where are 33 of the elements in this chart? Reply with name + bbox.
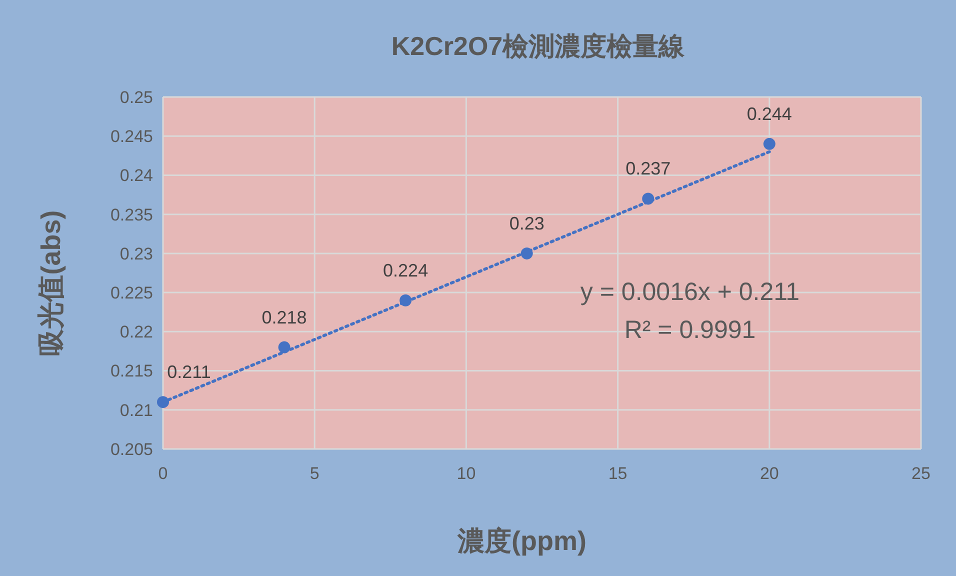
data-label: 0.218: [262, 307, 307, 328]
y-axis-title: 吸光值(abs): [36, 210, 66, 356]
point: [400, 294, 412, 306]
y-tick-label: 0.235: [110, 205, 153, 224]
x-tick-label: 5: [310, 464, 320, 483]
x-tick-label: 20: [760, 464, 779, 483]
y-tick-label: 0.21: [120, 400, 153, 420]
y-tick-label: 0.22: [120, 322, 153, 342]
data-label: 0.244: [746, 104, 792, 124]
y-tick-label: 0.205: [110, 440, 153, 459]
y-tick-label: 0.215: [110, 362, 153, 381]
chart-title: K2Cr2O7檢測濃度檢量線: [391, 31, 686, 61]
point: [763, 138, 776, 150]
point: [278, 341, 290, 354]
y-tick-label: 0.225: [110, 284, 153, 303]
x-tick-label: 0: [158, 464, 168, 483]
y-tick-label: 0.245: [110, 127, 153, 146]
x-tick-label: 15: [608, 464, 628, 483]
data-label: 0.237: [626, 158, 671, 179]
data-label: 0.211: [167, 362, 211, 382]
point: [642, 192, 654, 205]
y-tick-label: 0.25: [120, 88, 153, 107]
point: [520, 247, 533, 260]
y-tick-label: 0.23: [120, 244, 153, 264]
y-tick-label: 0.24: [120, 166, 153, 186]
data-label: 0.224: [383, 260, 428, 280]
data-label: 0.23: [509, 213, 544, 234]
x-tick-label: 10: [456, 464, 476, 483]
x-tick-label: 25: [912, 464, 930, 483]
annotation: y = 0.0016x + 0.211: [580, 278, 800, 306]
point: [157, 396, 169, 408]
annotation: R² = 0.9991: [624, 316, 756, 344]
x-axis-title: 濃度(ppm): [456, 526, 586, 556]
